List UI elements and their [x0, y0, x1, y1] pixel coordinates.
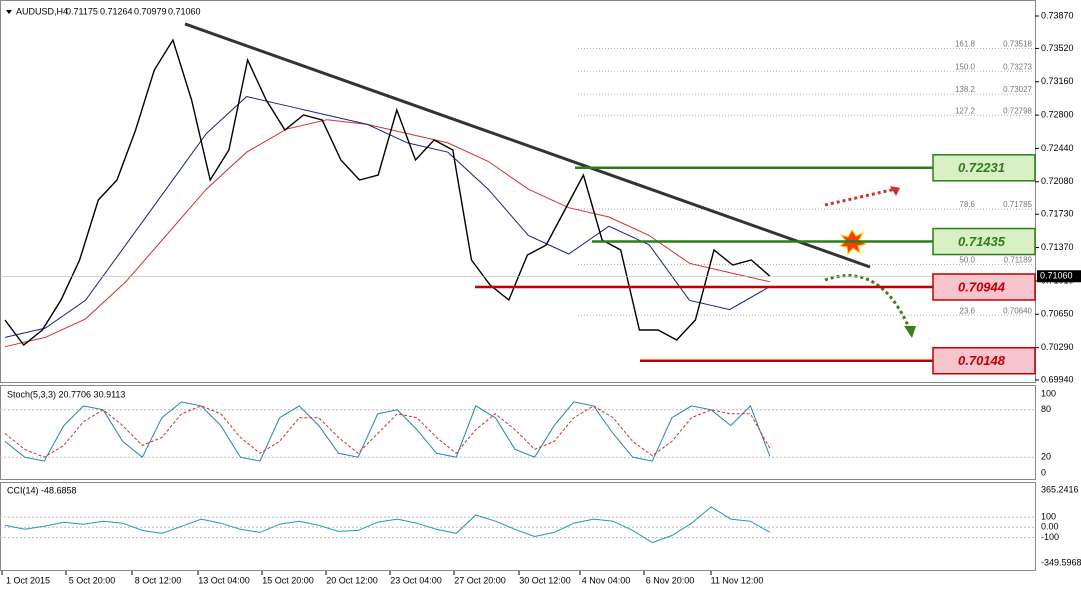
menu-arrow	[6, 10, 12, 14]
down-arrow-head	[904, 326, 916, 338]
stoch-tick-label: 0	[1041, 467, 1046, 477]
time-label: 5 Oct 20:00	[69, 575, 116, 585]
stoch-tick-label: 100	[1041, 388, 1056, 398]
price-tick-label: 0.71730	[1041, 209, 1074, 219]
fib-price: 0.71785	[1003, 200, 1032, 209]
price-line	[4, 38, 771, 347]
time-label: 6 Nov 20:00	[646, 575, 695, 585]
price-tick-label: 0.72440	[1041, 143, 1074, 153]
level-box	[932, 227, 1036, 256]
cci-tick-label: 100	[1041, 511, 1056, 521]
cci-title: CCI(14) -48.6858	[7, 485, 77, 495]
time-label: 30 Oct 12:00	[519, 575, 571, 585]
stoch-title: Stoch(5,3,3) 20.7706 30.9113	[7, 389, 125, 399]
price-tick-label: 0.73520	[1041, 43, 1074, 53]
open: 0.71175	[66, 6, 98, 16]
fib-price: 0.72798	[1003, 106, 1032, 115]
cci-tick-label: 365.2416	[1041, 484, 1079, 494]
current-price-box	[1037, 270, 1081, 283]
low: 0.70979	[134, 6, 167, 16]
cci-line	[4, 506, 771, 544]
cci-panel	[0, 482, 1036, 571]
close: 0.71060	[168, 6, 201, 16]
fib-level: 78.6	[959, 200, 975, 209]
time-label: 15 Oct 20:00	[262, 575, 314, 585]
price-tick-label: 0.70650	[1041, 309, 1074, 319]
time-label: 11 Nov 12:00	[711, 575, 764, 585]
header: AUDUSD,H4 0.71175 0.71264 0.70979 0.7106…	[6, 6, 201, 16]
fib-price: 0.70640	[1003, 306, 1032, 315]
ma-slow	[4, 119, 771, 348]
fib-price: 0.73518	[1003, 40, 1032, 49]
time-label: 23 Oct 04:00	[390, 575, 442, 585]
cci-tick-label: 0.00	[1041, 522, 1059, 532]
time-label: 4 Nov 04:00	[582, 575, 631, 585]
cci-tick-label: -100	[1041, 532, 1059, 542]
fib-level: 161.8	[955, 40, 976, 49]
price-tick-label: 0.73870	[1041, 10, 1074, 20]
stoch-tick-label: 80	[1041, 404, 1051, 414]
level-box	[932, 273, 1036, 301]
current-price-label: 0.71060	[1040, 271, 1073, 281]
time-label: 27 Oct 20:00	[454, 575, 506, 585]
stoch-tick-label: 20	[1041, 452, 1051, 462]
price-panel	[0, 0, 1036, 383]
stoch-k	[4, 401, 771, 462]
price-tick-label: 0.71370	[1041, 242, 1074, 252]
time-label: 8 Oct 12:00	[135, 575, 182, 585]
price-tick-label: 0.72080	[1041, 176, 1074, 186]
price-tick-label: 0.70290	[1041, 342, 1074, 352]
down-arrow	[824, 274, 912, 331]
high: 0.71264	[100, 6, 133, 16]
fib-level: 138.2	[955, 85, 976, 94]
level-label: 0.72231	[958, 160, 1005, 175]
fib-level: 150.0	[955, 62, 976, 71]
price-tick-label: 0.72800	[1041, 109, 1074, 119]
level-label: 0.70148	[958, 353, 1006, 368]
trendline	[184, 22, 871, 269]
level-label: 0.70944	[958, 279, 1006, 294]
level-label: 0.71435	[958, 234, 1006, 249]
fib-price: 0.73027	[1003, 85, 1032, 94]
level-box	[932, 346, 1036, 375]
fib-price: 0.71189	[1004, 255, 1033, 264]
stoch-d	[4, 405, 771, 458]
symbol: AUDUSD,H4	[16, 6, 68, 16]
fib-level: 127.2	[955, 106, 976, 115]
fib-level: 50.0	[959, 255, 975, 264]
cci-tick-label: -349.5968	[1041, 557, 1081, 567]
fib-level: 23.6	[959, 306, 975, 315]
level-box	[932, 154, 1036, 182]
up-arrow-head	[890, 186, 900, 196]
up-arrow	[824, 186, 901, 207]
time-label: 1 Oct 2015	[6, 575, 50, 585]
price-tick-label: 0.73160	[1041, 76, 1074, 86]
time-label: 20 Oct 12:00	[326, 575, 378, 585]
time-label: 13 Oct 04:00	[198, 575, 250, 585]
fib-price: 0.73273	[1003, 62, 1032, 71]
price-tick-label: 0.69940	[1041, 374, 1074, 384]
